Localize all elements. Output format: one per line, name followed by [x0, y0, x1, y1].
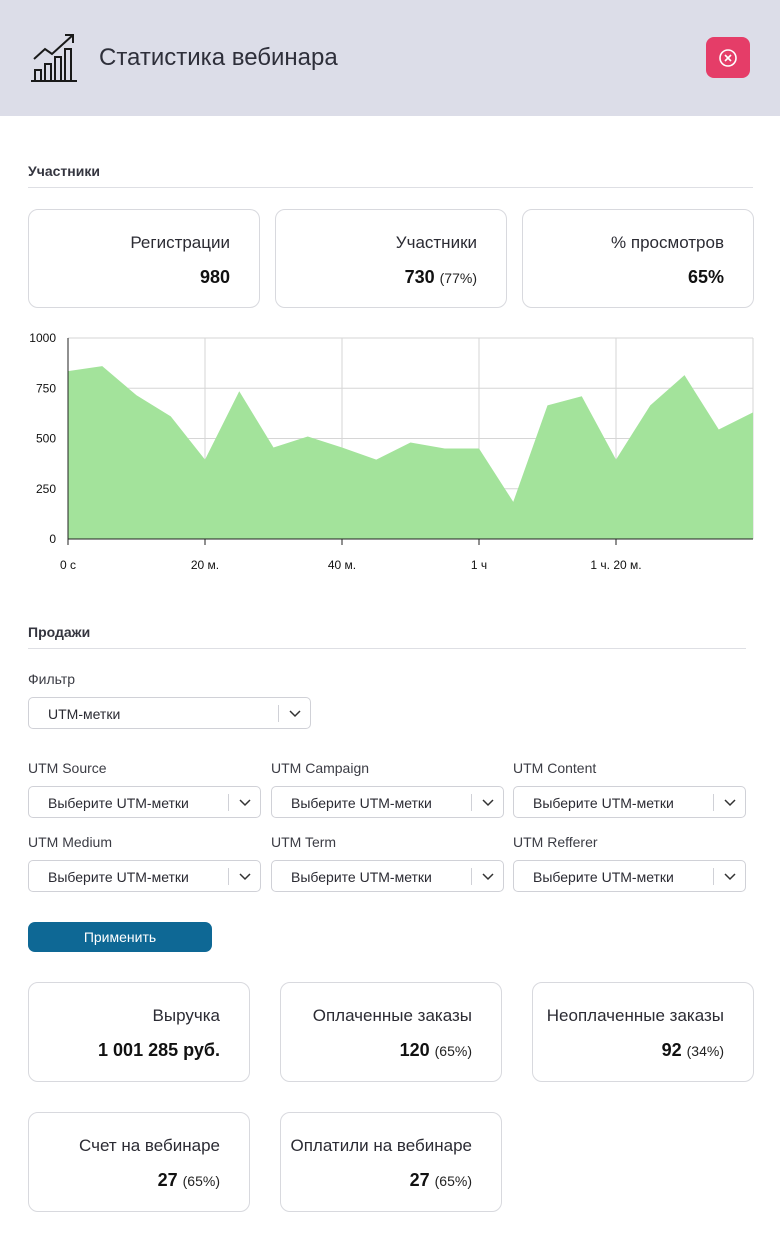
stat-percent: (34%)	[686, 1043, 724, 1059]
stat-percent: (65%)	[434, 1173, 472, 1189]
stat-number: 27	[157, 1170, 178, 1190]
select-separator	[471, 794, 472, 811]
chevron-down-icon	[239, 873, 251, 881]
stat-value: 980	[200, 267, 230, 288]
select-separator	[228, 868, 229, 885]
y-tick-label: 250	[36, 482, 56, 496]
stats-chart-icon	[31, 34, 77, 82]
stat-label: Выручка	[152, 1006, 220, 1025]
chevron-down-icon	[724, 799, 736, 807]
stat-number: 65%	[687, 267, 724, 287]
chevron-down-icon	[289, 710, 301, 718]
divider	[28, 648, 746, 649]
stat-percent: (77%)	[439, 270, 477, 286]
y-tick-label: 0	[49, 532, 56, 546]
sales-stat-card: Оплатили на вебинаре 27 (65%)	[280, 1112, 502, 1212]
select-separator	[713, 794, 714, 811]
utm-select[interactable]: Выберите UTM-метки	[513, 860, 746, 892]
select-value: Выберите UTM-метки	[533, 869, 674, 885]
chevron-down-icon	[482, 799, 494, 807]
select-value: Выберите UTM-метки	[291, 869, 432, 885]
utm-select[interactable]: Выберите UTM-метки	[28, 860, 261, 892]
select-value: Выберите UTM-метки	[533, 795, 674, 811]
stat-value: 27 (65%)	[158, 1170, 220, 1191]
stat-label: Неоплаченные заказы	[546, 1006, 724, 1025]
sales-stat-card: Оплаченные заказы 120 (65%)	[280, 982, 502, 1082]
utm-field-label: UTM Content	[513, 760, 597, 776]
close-button[interactable]	[706, 37, 750, 78]
chevron-down-icon	[724, 873, 736, 881]
select-value: UTM-метки	[48, 706, 121, 722]
stat-value: 92 (34%)	[662, 1040, 724, 1061]
divider	[28, 187, 753, 188]
x-tick-label: 1 ч	[471, 558, 487, 572]
stat-percent: (65%)	[182, 1173, 220, 1189]
sales-stat-card: Выручка 1 001 285 руб.	[28, 982, 250, 1082]
utm-select[interactable]: Выберите UTM-метки	[271, 860, 504, 892]
select-separator	[278, 705, 279, 722]
x-tick-label: 20 м.	[191, 558, 219, 572]
stat-label: % просмотров	[611, 233, 724, 252]
stat-number: 730	[404, 267, 435, 287]
sales-stat-card: Неоплаченные заказы 92 (34%)	[532, 982, 754, 1082]
utm-select[interactable]: Выберите UTM-метки	[28, 786, 261, 818]
apply-button[interactable]: Применить	[28, 922, 212, 952]
select-value: Выберите UTM-метки	[48, 869, 189, 885]
utm-field-label: UTM Refferer	[513, 834, 598, 850]
x-tick-label: 0 с	[60, 558, 76, 572]
participants-section-title: Участники	[28, 163, 100, 179]
attendance-area	[68, 366, 753, 539]
attendance-chart: 0 250 500 750 1000 0 с 20 м. 40 м. 1 ч 1 ч. 20 м.	[29, 331, 754, 572]
stat-value: 1 001 285 руб.	[98, 1040, 220, 1061]
header: Статистика вебинара	[0, 0, 780, 116]
sales-stat-card: Счет на вебинаре 27 (65%)	[28, 1112, 250, 1212]
x-tick-label: 40 м.	[328, 558, 356, 572]
utm-field-label: UTM Medium	[28, 834, 113, 850]
stat-value: 27 (65%)	[410, 1170, 472, 1191]
utm-field-label: UTM Source	[28, 760, 107, 776]
y-tick-label: 1000	[29, 331, 56, 345]
select-value: Выберите UTM-метки	[291, 795, 432, 811]
page-title: Статистика вебинара	[99, 44, 338, 71]
stat-number: 120	[399, 1040, 430, 1060]
sales-section-title: Продажи	[28, 624, 91, 640]
stat-card-participants: Участники 730 (77%)	[275, 209, 507, 308]
stat-label: Участники	[395, 233, 477, 252]
filter-select[interactable]: UTM-метки	[28, 697, 311, 729]
stat-value: 65%	[688, 267, 724, 288]
select-value: Выберите UTM-метки	[48, 795, 189, 811]
select-separator	[471, 868, 472, 885]
stat-value: 730 (77%)	[405, 267, 477, 288]
utm-select[interactable]: Выберите UTM-метки	[271, 786, 504, 818]
utm-select[interactable]: Выберите UTM-метки	[513, 786, 746, 818]
stat-number: 1 001 285 руб.	[98, 1040, 220, 1060]
stat-label: Счет на вебинаре	[79, 1136, 220, 1155]
stat-number: 27	[409, 1170, 430, 1190]
stat-label: Оплаченные заказы	[312, 1006, 472, 1025]
stat-label: Оплатили на вебинаре	[290, 1136, 472, 1155]
stat-percent: (65%)	[434, 1043, 472, 1059]
select-separator	[713, 868, 714, 885]
utm-field-label: UTM Campaign	[271, 760, 370, 776]
stat-number: 92	[661, 1040, 682, 1060]
chevron-down-icon	[482, 873, 494, 881]
y-tick-label: 750	[36, 381, 56, 395]
stat-card-view-percent: % просмотров 65%	[522, 209, 754, 308]
x-tick-label: 1 ч. 20 м.	[590, 558, 641, 572]
stat-label: Регистрации	[130, 233, 230, 252]
filter-label: Фильтр	[28, 671, 76, 687]
stat-number: 980	[199, 267, 230, 287]
y-tick-label: 500	[36, 432, 56, 446]
stat-card-registrations: Регистрации 980	[28, 209, 260, 308]
utm-field-label: UTM Term	[271, 834, 337, 850]
stat-value: 120 (65%)	[400, 1040, 472, 1061]
select-separator	[228, 794, 229, 811]
chevron-down-icon	[239, 799, 251, 807]
close-icon	[719, 48, 737, 67]
